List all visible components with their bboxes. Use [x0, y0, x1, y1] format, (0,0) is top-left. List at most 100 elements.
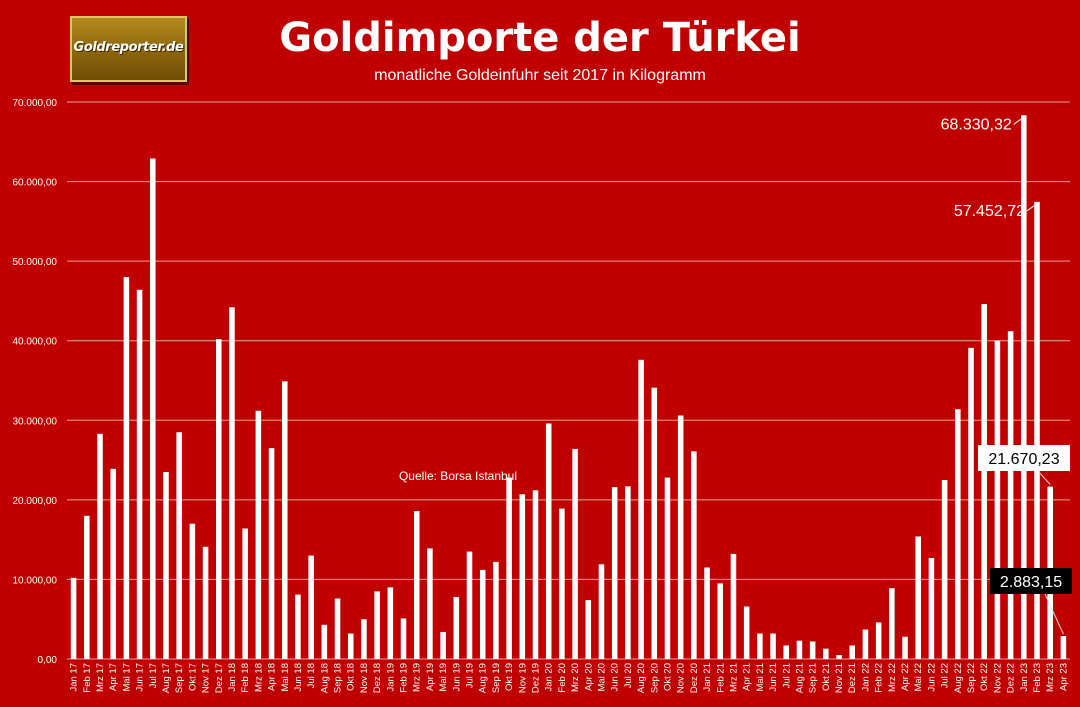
bar	[889, 588, 895, 659]
x-tick-label: Sep 19	[491, 663, 502, 693]
x-tick-label: Apr 20	[583, 663, 594, 691]
x-tick-label: Apr 21	[742, 663, 753, 691]
y-tick-label: 30.000,00	[13, 416, 58, 427]
bar	[400, 618, 407, 659]
x-tick-label: Sep 17	[174, 663, 185, 693]
x-tick-label: Mrz 19	[412, 663, 423, 692]
x-tick-label: Apr 19	[425, 663, 436, 691]
value-label-box	[990, 568, 1072, 594]
x-tick-label: Nov 20	[676, 663, 687, 693]
y-tick-label: 60.000,00	[13, 178, 58, 189]
y-tick-label: 10.000,00	[13, 575, 58, 586]
x-tick-label: Jun 21	[768, 663, 779, 692]
bar	[796, 640, 803, 659]
x-tick-label: Mai 22	[913, 663, 924, 692]
y-tick-label: 50.000,00	[13, 257, 58, 268]
bar	[598, 564, 605, 659]
bar	[968, 347, 974, 659]
x-tick-label: Mai 20	[596, 663, 607, 692]
bar	[295, 594, 301, 659]
x-tick-label: Jan 23	[1019, 663, 1030, 692]
bar	[849, 645, 856, 659]
leader-line	[1013, 118, 1022, 125]
x-tick-label: Jan 18	[227, 663, 238, 692]
x-tick-label: Apr 17	[108, 663, 119, 691]
x-tick-label: Mai 19	[438, 663, 449, 692]
x-tick-label: Okt 18	[346, 663, 357, 691]
x-tick-label: Jan 22	[860, 663, 871, 692]
x-tick-label: Aug 19	[478, 663, 489, 693]
bar	[150, 158, 156, 659]
x-tick-label: Okt 19	[504, 663, 515, 691]
bar	[493, 561, 499, 659]
bar	[532, 490, 539, 659]
x-tick-label: Feb 23	[1032, 663, 1043, 693]
x-tick-label: Sep 21	[808, 663, 819, 693]
bar	[875, 622, 882, 659]
bar	[823, 648, 829, 659]
bar	[677, 415, 684, 659]
x-tick-label: Jun 18	[293, 663, 304, 692]
value-label: 2.883,15	[1000, 574, 1062, 591]
bar	[743, 606, 750, 659]
x-tick-label: Jul 21	[781, 663, 792, 688]
x-tick-label: Dez 19	[531, 663, 542, 693]
x-tick-label: Sep 22	[966, 663, 977, 693]
x-tick-label: Mrz 21	[728, 663, 739, 692]
leader-line	[1044, 593, 1064, 635]
bar	[717, 583, 724, 659]
bar	[585, 600, 592, 659]
x-tick-label: Jan 17	[69, 663, 80, 692]
bar	[97, 433, 103, 659]
bar	[255, 410, 262, 659]
bar	[783, 645, 790, 659]
x-tick-label: Nov 18	[359, 663, 370, 693]
value-label: 68.330,32	[941, 116, 1012, 133]
x-tick-label: Apr 22	[900, 663, 911, 691]
x-tick-label: Jan 21	[702, 663, 713, 692]
x-tick-label: Mrz 23	[1045, 663, 1056, 692]
x-tick-label: Nov 17	[201, 663, 212, 693]
x-tick-label: Okt 20	[662, 663, 673, 691]
x-tick-label: Okt 21	[821, 663, 832, 691]
bar	[163, 472, 169, 659]
bar	[427, 548, 433, 659]
x-tick-label: Nov 22	[992, 663, 1003, 693]
bar	[928, 557, 935, 659]
x-tick-label: Jun 20	[610, 663, 621, 692]
x-tick-label: Jun 19	[451, 663, 462, 692]
x-tick-label: Jun 17	[135, 663, 146, 692]
x-tick-label: Jul 22	[940, 663, 951, 688]
value-label-box	[978, 445, 1070, 471]
bar	[730, 553, 737, 659]
leader-line	[1037, 470, 1051, 485]
x-tick-label: Feb 20	[557, 663, 568, 693]
x-tick-label: Feb 18	[240, 663, 251, 693]
x-tick-label: Mrz 17	[95, 663, 106, 692]
x-tick-label: Apr 18	[267, 663, 278, 691]
x-tick-label: Nov 19	[517, 663, 528, 693]
x-tick-label: Mrz 20	[570, 663, 581, 692]
x-tick-label: Aug 22	[953, 663, 964, 693]
y-tick-label: 20.000,00	[13, 496, 58, 507]
x-tick-label: Nov 21	[834, 663, 845, 693]
chart-subtitle: monatliche Goldeinfuhr seit 2017 in Kilo…	[374, 67, 706, 84]
logo-text: Goldreporter.de	[73, 40, 184, 55]
bar	[1060, 636, 1067, 659]
bar	[123, 277, 130, 659]
x-tick-label: Okt 17	[187, 663, 198, 691]
bar	[638, 359, 644, 659]
x-tick-label: Okt 22	[979, 663, 990, 691]
bar	[136, 289, 143, 659]
source-note: Quelle: Borsa Istanbul	[399, 469, 517, 483]
x-tick-label: Dez 20	[689, 663, 700, 693]
goldreporter-logo: Goldreporter.de	[70, 16, 187, 82]
bar	[387, 587, 394, 659]
bar	[664, 477, 671, 659]
x-tick-label: Aug 21	[794, 663, 805, 693]
x-tick-label: Dez 22	[1006, 663, 1017, 693]
value-label: 21.670,23	[988, 451, 1059, 468]
bar	[361, 619, 367, 659]
x-tick-label: Feb 19	[399, 663, 410, 693]
